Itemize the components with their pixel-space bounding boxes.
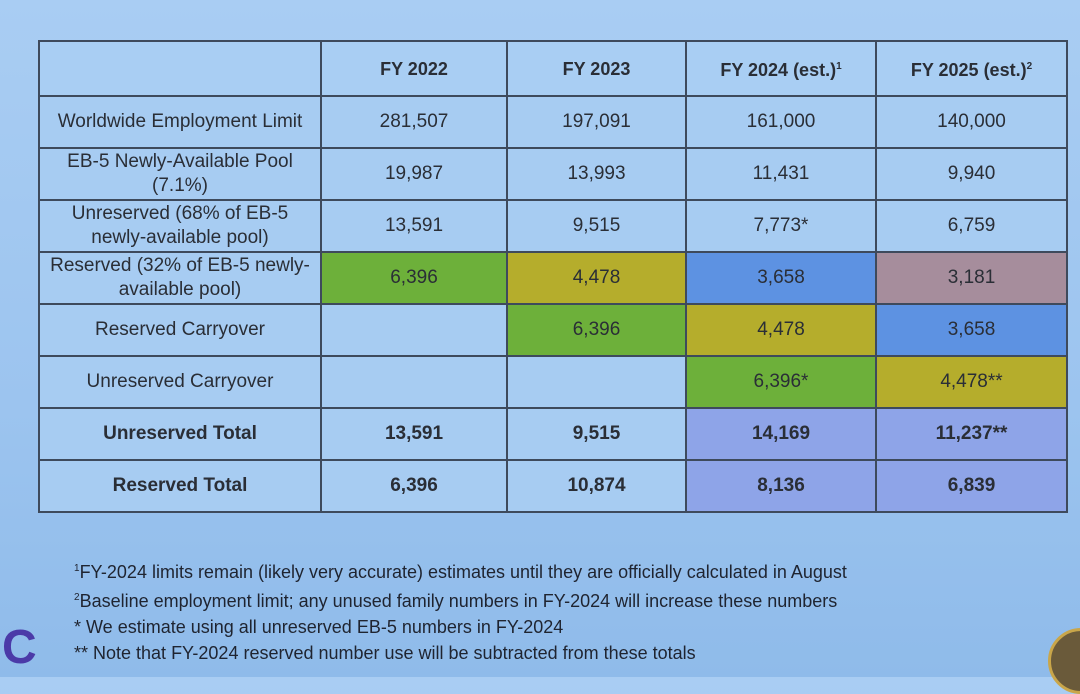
column-header: FY 2023: [506, 40, 687, 97]
footnote: ** Note that FY-2024 reserved number use…: [74, 640, 847, 666]
footnote-marker: 2: [1026, 61, 1033, 72]
table-cell: [320, 355, 508, 409]
row-label: Reserved Carryover: [38, 303, 322, 357]
table-cell: 8,136: [685, 459, 877, 513]
seal-icon: [1048, 628, 1080, 694]
footnote: 2Baseline employment limit; any unused f…: [74, 585, 847, 614]
column-header: FY 2025 (est.)2: [875, 40, 1068, 97]
table-cell: 9,515: [506, 199, 687, 253]
column-header-text: FY 2024 (est.): [720, 60, 837, 80]
footnote-text: We estimate using all unreserved EB-5 nu…: [81, 617, 564, 637]
footnote-marker: 1: [836, 61, 842, 72]
table-row: EB-5 Newly-Available Pool (7.1%) 19,987 13…: [38, 147, 1068, 201]
table-row: Reserved Carryover 6,396 4,478 3,658: [38, 303, 1068, 357]
table-cell: 13,993: [506, 147, 687, 201]
table-cell: 11,237**: [875, 407, 1068, 461]
column-header-text: FY 2023: [562, 58, 631, 79]
row-label: Unreserved Carryover: [38, 355, 322, 409]
table-cell: 13,591: [320, 199, 508, 253]
table-row: Worldwide Employment Limit 281,507 197,091…: [38, 95, 1068, 149]
footnote: 1FY-2024 limits remain (likely very accu…: [74, 556, 847, 585]
eb5-visa-table: FY 2022 FY 2023 FY 2024 (est.)1 FY 2025 (es…: [38, 40, 1068, 513]
footnote: * We estimate using all unreserved EB-5 …: [74, 614, 847, 640]
column-header-text: FY 2025 (est.): [910, 60, 1027, 80]
footnote-marker: 1: [74, 563, 80, 574]
row-label: Unreserved (68% of EB-5 newly-available …: [38, 199, 322, 253]
row-label: Reserved (32% of EB-5 newly-available po…: [38, 251, 322, 305]
table-row: Unreserved Carryover 6,396* 4,478**: [38, 355, 1068, 409]
table-cell: 6,396: [506, 303, 687, 357]
footnote-text: Baseline employment limit; any unused fa…: [79, 591, 838, 611]
row-label: Reserved Total: [38, 459, 322, 513]
footnote-text: Note that FY-2024 reserved number use wi…: [88, 643, 696, 663]
logo: C: [2, 621, 37, 674]
column-header: FY 2022: [320, 40, 508, 97]
table-cell: 9,515: [506, 407, 687, 461]
table-cell: [506, 355, 687, 409]
footnote-marker: 2: [74, 592, 80, 603]
table-cell: 4,478**: [875, 355, 1068, 409]
table-cell: 3,658: [685, 251, 877, 305]
row-label: EB-5 Newly-Available Pool (7.1%): [38, 147, 322, 201]
table-cell: 140,000: [875, 95, 1068, 149]
table-cell: 6,759: [875, 199, 1068, 253]
table-cell: 4,478: [685, 303, 877, 357]
table-cell: 7,773*: [685, 199, 877, 253]
table-cell: 6,839: [875, 459, 1068, 513]
table-cell: 4,478: [506, 251, 687, 305]
column-header-text: FY 2022: [380, 58, 448, 79]
footnote-marker: *: [74, 617, 82, 637]
table-row: Unreserved (68% of EB-5 newly-available …: [38, 199, 1068, 253]
table-cell: 13,591: [320, 407, 508, 461]
table-cell: 6,396: [320, 459, 508, 513]
table-row: Reserved Total 6,396 10,874 8,136 6,839: [38, 459, 1068, 513]
footnote-text: FY-2024 limits remain (likely very accur…: [79, 562, 847, 582]
table-cell: 6,396*: [685, 355, 877, 409]
row-label: Worldwide Employment Limit: [38, 95, 322, 149]
table-cell: 161,000: [685, 95, 877, 149]
table-cell: 281,507: [320, 95, 508, 149]
table-cell: 6,396: [320, 251, 508, 305]
table-cell: 197,091: [506, 95, 687, 149]
column-header: [38, 40, 322, 97]
header-row: FY 2022 FY 2023 FY 2024 (est.)1 FY 2025 (es…: [38, 40, 1068, 97]
table-cell: 3,181: [875, 251, 1068, 305]
footnotes: 1FY-2024 limits remain (likely very accu…: [74, 556, 847, 666]
column-header: FY 2024 (est.)1: [685, 40, 877, 97]
table-cell: 19,987: [320, 147, 508, 201]
table-row: Reserved (32% of EB-5 newly-available po…: [38, 251, 1068, 305]
table-cell: 14,169: [685, 407, 877, 461]
table-cell: 3,658: [875, 303, 1068, 357]
table-cell: 11,431: [685, 147, 877, 201]
row-label: Unreserved Total: [38, 407, 322, 461]
table-cell: 9,940: [875, 147, 1068, 201]
table-cell: [320, 303, 508, 357]
footnote-marker: **: [74, 643, 89, 663]
table-cell: 10,874: [506, 459, 687, 513]
table-row: Unreserved Total 13,591 9,515 14,169 11,237*…: [38, 407, 1068, 461]
